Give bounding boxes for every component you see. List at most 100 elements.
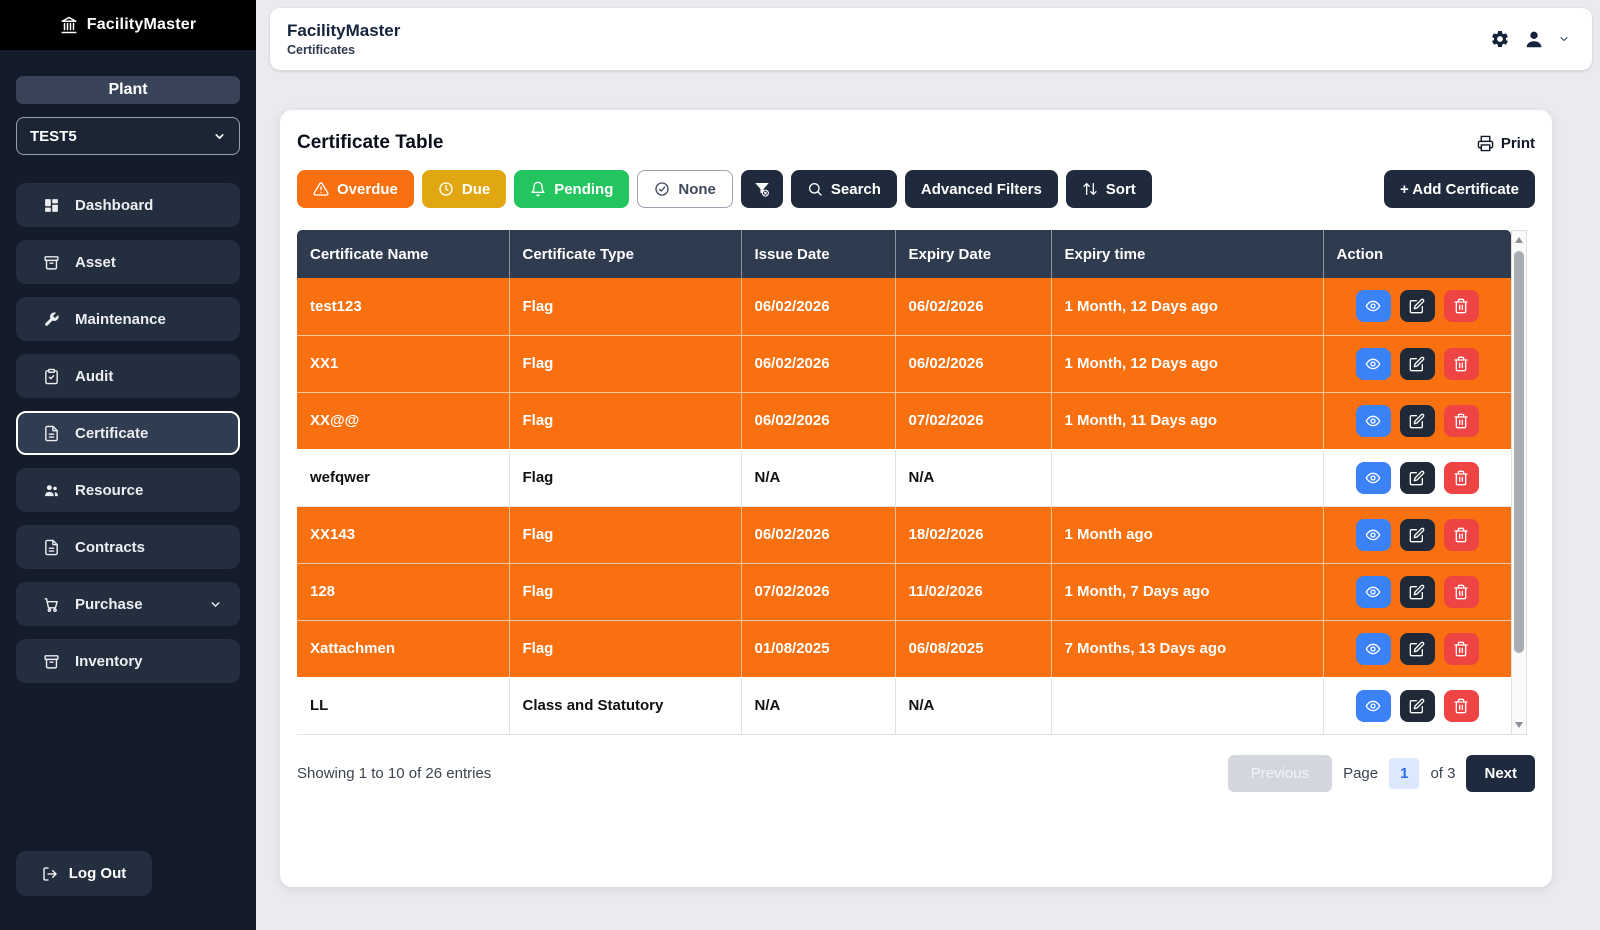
view-button[interactable] [1355,689,1391,722]
view-button[interactable] [1355,290,1391,323]
table-body: test123 Flag 06/02/2026 06/02/2026 1 Mon… [297,278,1511,735]
clipboard-icon [45,368,58,384]
issue-date-cell: 06/02/2026 [740,278,895,336]
sidebar-item-dashboard[interactable]: Dashboard [16,183,240,227]
gear-icon[interactable] [1490,29,1510,49]
certificate-table: Certificate Name Certificate Type Issue … [297,230,1511,735]
delete-button[interactable] [1443,461,1479,494]
logout-button[interactable]: Log Out [16,851,152,896]
chevron-down-icon[interactable] [1558,33,1570,45]
next-page-button[interactable]: Next [1466,754,1535,792]
sidebar-item-purchase[interactable]: Purchase [16,582,240,626]
edit-button[interactable] [1399,575,1435,608]
view-button[interactable] [1355,404,1391,437]
delete-button[interactable] [1443,575,1479,608]
delete-button[interactable] [1443,518,1479,551]
expiry-time-cell: 7 Months, 13 Days ago [1050,620,1323,678]
header-actions [1490,28,1570,50]
none-filter-button[interactable]: None [637,170,733,208]
landmark-icon [61,16,77,34]
clock-icon [439,182,453,196]
table-scrollbar[interactable] [1511,230,1527,735]
plant-select[interactable]: TEST5 [16,117,240,155]
certificate-type-cell: Flag [508,506,741,564]
sidebar-item-inventory[interactable]: Inventory [16,639,240,683]
sidebar-item-label: Inventory [75,652,143,670]
view-button[interactable] [1355,632,1391,665]
delete-button[interactable] [1443,404,1479,437]
action-cell [1322,677,1511,735]
scroll-down-arrow-icon[interactable] [1512,718,1526,732]
sidebar-item-label: Resource [75,481,144,499]
delete-button[interactable] [1443,347,1479,380]
edit-icon [1409,413,1425,428]
edit-icon [1409,298,1425,314]
table-row: LL Class and Statutory N/A N/A [297,677,1511,735]
overdue-filter-button[interactable]: Overdue [297,170,414,208]
action-cell [1322,335,1511,393]
due-filter-button[interactable]: Due [421,170,507,208]
table-container: Certificate Name Certificate Type Issue … [297,230,1535,735]
file-icon [45,425,58,441]
pending-label: Pending [554,180,614,198]
view-button[interactable] [1355,461,1391,494]
expiry-time-cell: 1 Month, 12 Days ago [1050,335,1323,393]
issue-date-cell: 07/02/2026 [740,563,895,621]
sidebar-item-audit[interactable]: Audit [16,354,240,398]
app-logo: FacilityMaster [0,0,256,50]
pending-filter-button[interactable]: Pending [514,170,630,208]
check-circle-icon [655,182,670,196]
overdue-label: Overdue [337,180,398,198]
certificate-name-cell: XX1 [297,335,509,393]
edit-button[interactable] [1399,347,1435,380]
sidebar-item-contracts[interactable]: Contracts [16,525,240,569]
edit-button[interactable] [1399,404,1435,437]
advanced-filters-label: Advanced Filters [920,180,1042,198]
due-label: Due [461,180,491,198]
column-header-action: Action [1322,230,1511,278]
action-cell [1322,563,1511,621]
sidebar-item-label: Asset [75,253,116,271]
previous-page-button[interactable]: Previous [1227,754,1333,792]
expiry-date-cell: 07/02/2026 [894,392,1051,450]
edit-button[interactable] [1399,290,1435,323]
view-button[interactable] [1355,518,1391,551]
certificate-table-card: Certificate Table Print Overdue Due Pe [280,110,1552,887]
print-button[interactable]: Print [1477,135,1535,152]
logout-label: Log Out [68,865,127,882]
user-icon[interactable] [1523,28,1545,50]
table-row: test123 Flag 06/02/2026 06/02/2026 1 Mon… [297,278,1511,336]
edit-button[interactable] [1399,518,1435,551]
sidebar-item-maintenance[interactable]: Maintenance [16,297,240,341]
delete-button[interactable] [1443,290,1479,323]
add-certificate-button[interactable]: + Add Certificate [1383,170,1535,208]
view-button[interactable] [1355,347,1391,380]
edit-button[interactable] [1399,461,1435,494]
certificate-name-cell: 128 [297,563,509,621]
edit-icon [1409,584,1425,599]
scroll-up-arrow-icon[interactable] [1512,233,1526,247]
sidebar: FacilityMaster Plant TEST5 Dashboard Ass… [0,0,256,930]
sidebar-item-asset[interactable]: Asset [16,240,240,284]
certificate-type-cell: Flag [508,449,741,507]
action-cell [1322,392,1511,450]
advanced-filters-button[interactable]: Advanced Filters [904,170,1058,208]
edit-button[interactable] [1399,689,1435,722]
edit-button[interactable] [1399,632,1435,665]
search-button[interactable]: Search [790,170,897,208]
delete-button[interactable] [1443,632,1479,665]
view-button[interactable] [1355,575,1391,608]
sidebar-nav: Dashboard Asset Maintenance Audit Certif… [16,183,240,696]
clear-filter-button[interactable] [740,170,783,208]
none-label: None [678,180,716,198]
users-icon [45,484,58,496]
issue-date-cell: N/A [740,677,895,735]
scrollbar-thumb[interactable] [1514,251,1524,653]
dashboard-icon [45,198,58,212]
sidebar-item-certificate[interactable]: Certificate [16,411,240,455]
issue-date-cell: 01/08/2025 [740,620,895,678]
sort-button[interactable]: Sort [1065,170,1152,208]
sidebar-item-resource[interactable]: Resource [16,468,240,512]
delete-button[interactable] [1443,689,1479,722]
certificate-name-cell: test123 [297,278,509,336]
